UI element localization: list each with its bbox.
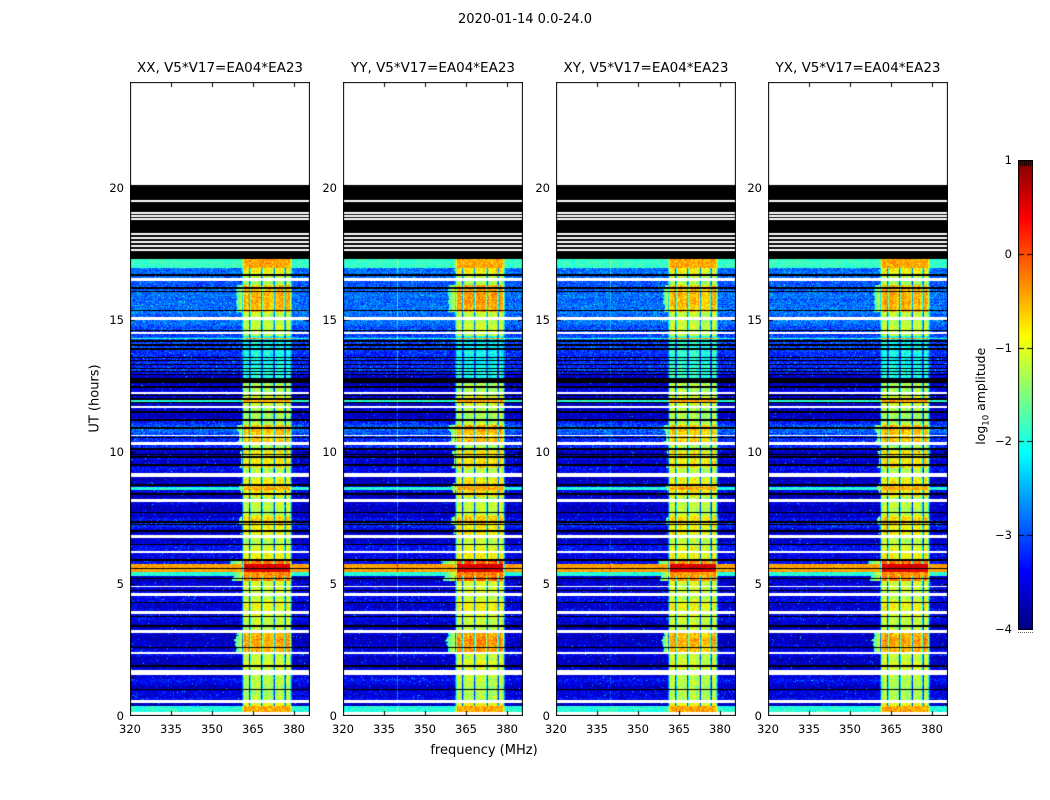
y-tick-label: 5: [329, 577, 337, 591]
y-tick-label: 10: [322, 445, 337, 459]
x-tick-label: 380: [921, 722, 943, 736]
y-tick-label: 20: [322, 181, 337, 195]
x-tick-label: 320: [332, 722, 354, 736]
x-tick-label: 380: [283, 722, 305, 736]
y-tick-label: 15: [747, 313, 762, 327]
y-tick-label: 15: [322, 313, 337, 327]
x-tick-label: 380: [496, 722, 518, 736]
y-tick-label: 15: [535, 313, 550, 327]
panel-yx: YX, V5*V17=EA04*EA23 0 5 10 15 20 320 335 350 365…: [747, 60, 948, 736]
y-tick-label: 0: [542, 709, 550, 723]
colorbar-tick-label: 0: [1004, 247, 1012, 261]
y-tick-label: 10: [747, 445, 762, 459]
x-tick-label: 365: [880, 722, 902, 736]
colorbar-label: log10 amplitude: [973, 326, 992, 466]
x-tick-label: 335: [798, 722, 820, 736]
x-tick-label: 335: [160, 722, 182, 736]
colorbar: [1018, 160, 1033, 630]
colorbar-label-rest: amplitude: [972, 347, 988, 415]
x-tick-label: 335: [373, 722, 395, 736]
panel-title: XY, V5*V17=EA04*EA23: [563, 60, 729, 76]
y-tick-label: 5: [754, 577, 762, 591]
x-tick-label: 320: [757, 722, 779, 736]
spectrogram-canvas: [768, 82, 948, 716]
x-tick-label: 365: [455, 722, 477, 736]
y-tick-label: 0: [116, 709, 124, 723]
x-tick-label: 365: [242, 722, 264, 736]
x-tick-label: 350: [414, 722, 436, 736]
spectrogram-canvas: [556, 82, 736, 716]
panel-title: XX, V5*V17=EA04*EA23: [136, 60, 304, 76]
panel-xx: XX, V5*V17=EA04*EA23 0 5 10 15 20 320 335 350 365…: [109, 60, 310, 736]
colorbar-tick-label: −2: [995, 434, 1012, 448]
y-tick-label: 5: [116, 577, 124, 591]
y-tick-label: 15: [109, 313, 124, 327]
panel-xy: XY, V5*V17=EA04*EA23 0 5 10 15 20 320 335 350 365…: [535, 60, 736, 736]
x-tick-label: 335: [586, 722, 608, 736]
colorbar-tick-label: −4: [995, 622, 1012, 636]
panel-title: YX, V5*V17=EA04*EA23: [775, 60, 941, 76]
x-tick-label: 350: [201, 722, 223, 736]
panel-title: YY, V5*V17=EA04*EA23: [350, 60, 516, 76]
x-tick-label: 365: [668, 722, 690, 736]
x-tick-label: 320: [119, 722, 141, 736]
y-tick-label: 0: [754, 709, 762, 723]
spectrogram-canvas: [130, 82, 310, 716]
spectrogram-canvas: [343, 82, 523, 716]
y-tick-label: 10: [109, 445, 124, 459]
y-tick-label: 20: [535, 181, 550, 195]
y-tick-label: 20: [747, 181, 762, 195]
y-tick-label: 5: [542, 577, 550, 591]
colorbar-label-sub: 10: [981, 414, 992, 426]
x-axis-label: frequency (MHz): [430, 743, 538, 758]
colorbar-extend-dots: [1018, 632, 1033, 633]
y-tick-label: 10: [535, 445, 550, 459]
y-tick-label: 20: [109, 181, 124, 195]
x-tick-label: 380: [709, 722, 731, 736]
y-axis-label: UT (hours): [87, 364, 103, 433]
colorbar-tick-label: −1: [995, 341, 1012, 355]
colorbar-tick-label: −3: [995, 528, 1012, 542]
figure-title: 2020-01-14 0.0-24.0: [458, 12, 592, 27]
x-tick-label: 350: [627, 722, 649, 736]
x-tick-label: 350: [839, 722, 861, 736]
colorbar-tick-label: 1: [1004, 153, 1012, 167]
panel-yy: YY, V5*V17=EA04*EA23 0 5 10 15 20 320 335 350 365…: [322, 60, 523, 736]
x-tick-label: 320: [545, 722, 567, 736]
colorbar-label-log: log: [972, 425, 988, 445]
y-tick-label: 0: [329, 709, 337, 723]
